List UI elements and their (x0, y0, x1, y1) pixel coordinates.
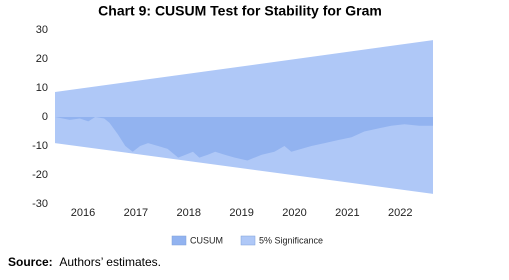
source-label: Source: (8, 255, 53, 269)
x-tick-label: 2016 (71, 207, 95, 219)
y-tick-label: -10 (32, 140, 48, 152)
x-tick-label: 2020 (282, 207, 306, 219)
chart-title: Chart 9: CUSUM Test for Stability for Gr… (98, 3, 382, 19)
x-tick-label: 2019 (229, 207, 253, 219)
y-tick-label: -30 (32, 198, 48, 210)
x-tick-label: 2017 (124, 207, 148, 219)
x-tick-label: 2022 (388, 207, 412, 219)
y-tick-label: 30 (36, 24, 48, 36)
plot-area: -30 -20 -10 0 10 20 30 2016 2017 2018 2019 2020 2021… (32, 24, 433, 245)
y-tick-label: 10 (36, 82, 48, 94)
x-tick-label: 2021 (335, 207, 359, 219)
y-tick-label: 20 (36, 53, 48, 65)
cusum-area (55, 117, 433, 161)
legend-label: 5% Significance (259, 235, 323, 245)
y-tick-label: 0 (42, 111, 48, 123)
source-text: Authors’ estimates. (59, 255, 161, 269)
x-tick-label: 2018 (177, 207, 201, 219)
legend-swatch (240, 235, 256, 246)
y-tick-label: -20 (32, 169, 48, 181)
legend-label: CUSUM (190, 235, 223, 245)
source: Source: Authors’ estimates. (8, 255, 161, 269)
legend-swatch (171, 235, 187, 246)
